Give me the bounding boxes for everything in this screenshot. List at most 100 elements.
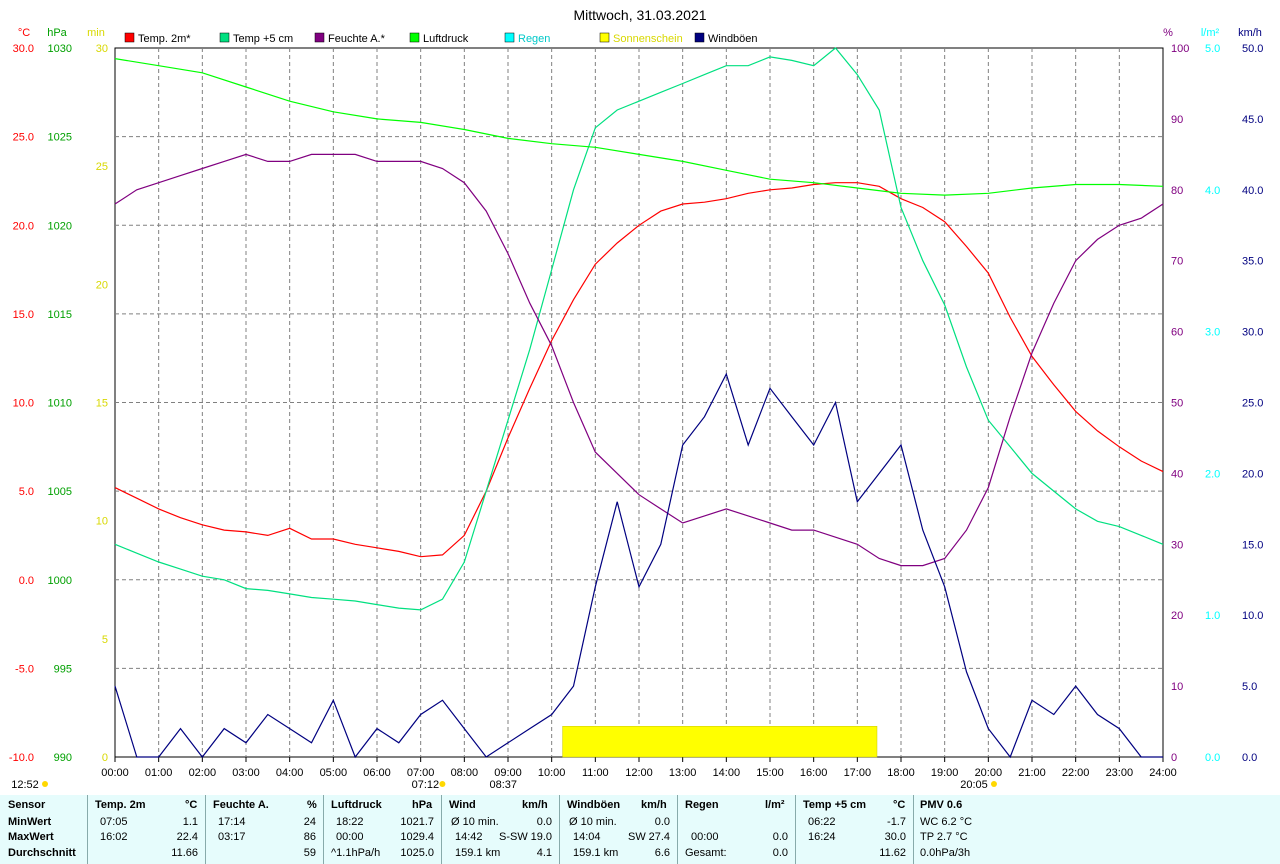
x-tick-label: 07:00 (407, 767, 435, 779)
stats-header-wind: Wind (449, 799, 476, 811)
series-line-temp-5-cm (114, 47, 1164, 611)
temp-axis-tick-label: 25.0 (13, 132, 34, 144)
stats-header-rain-unit: l/m² (765, 799, 785, 811)
temp-axis-tick-label: 10.0 (13, 398, 34, 410)
legend-swatch (694, 32, 705, 43)
pressure-axis-tick-label: 990 (54, 752, 72, 764)
stats-gust-distance: 159.1 km (573, 847, 619, 859)
stats-separator (677, 795, 678, 864)
humidity-axis-unit: % (1163, 27, 1173, 39)
stats-row-label: MaxWert (8, 831, 54, 843)
stats-avg-t5-value: 11.62 (879, 847, 906, 859)
sunshine-axis-tick-label: 15 (96, 398, 108, 410)
stats-rain-total-value: 0.0 (772, 847, 788, 859)
legend-label: Sonnenschein (613, 33, 683, 45)
wind-axis-tick-label: 5.0 (1242, 681, 1257, 693)
x-tick-label: 23:00 (1106, 767, 1134, 779)
wind-axis-tick-label: 25.0 (1242, 398, 1263, 410)
x-tick-label: 00:00 (101, 767, 129, 779)
x-tick-label: 01:00 (145, 767, 173, 779)
stats-max-gust-time: 14:04 (573, 831, 601, 843)
stats-avg-gust-value: 6.6 (654, 847, 670, 859)
sunshine-axis-tick-label: 0 (102, 752, 108, 764)
stats-row-label: Durchschnitt (8, 847, 76, 859)
legend-swatch (409, 32, 420, 43)
sunshine-bar (562, 726, 878, 758)
sunshine-axis-tick-label: 5 (102, 634, 108, 646)
legend-label: Regen (518, 33, 550, 45)
stats-min-pmv: WC 6.2 °C (920, 816, 973, 828)
x-tick-label: 10:00 (538, 767, 566, 779)
stats-header-gust-unit: km/h (641, 799, 667, 811)
stats-header-t5: Temp +5 cm (803, 799, 867, 811)
stats-header-temp-unit: °C (185, 799, 198, 811)
stats-header-gust: Windböen (567, 799, 621, 811)
pressure-axis-tick-label: 1010 (48, 398, 72, 410)
rain-axis-tick-label: 3.0 (1205, 327, 1220, 339)
stats-max-hum-value: 86 (303, 831, 316, 843)
humidity-axis-tick-label: 60 (1171, 327, 1183, 339)
pressure-axis-tick-label: 1030 (48, 43, 72, 55)
stats-avg-hum-value: 59 (303, 847, 316, 859)
rain-axis-tick-label: 4.0 (1205, 185, 1220, 197)
humidity-axis-tick-label: 30 (1171, 539, 1183, 551)
stats-header-sensor: Sensor (8, 799, 46, 811)
stats-separator (205, 795, 206, 864)
stats-separator (913, 795, 914, 864)
x-tick-label: 15:00 (756, 767, 784, 779)
wind-axis-tick-label: 50.0 (1242, 43, 1263, 55)
stats-wind-distance: 159.1 km (455, 847, 501, 859)
temp-axis-tick-label: -5.0 (15, 663, 34, 675)
stats-min-press-time: 18:22 (336, 816, 364, 828)
stats-header-temp: Temp. 2m (95, 799, 146, 811)
sunset-icon (990, 781, 997, 787)
stats-header-rain: Regen (685, 799, 719, 811)
humidity-axis-tick-label: 20 (1171, 610, 1183, 622)
stats-max-press-time: 00:00 (336, 831, 364, 843)
stats-header-wind-unit: km/h (522, 799, 548, 811)
legend-swatch (124, 32, 135, 43)
stats-header-hum-unit: % (307, 799, 317, 811)
pressure-axis-tick-label: 1005 (48, 486, 72, 498)
x-tick-label: 06:00 (363, 767, 391, 779)
x-tick-label: 19:00 (931, 767, 959, 779)
stats-avg-wind-value: 4.1 (536, 847, 552, 859)
stats-header-pmv: PMV 0.6 (920, 799, 963, 811)
stats-min-hum-value: 24 (303, 816, 316, 828)
stats-min-wind-value: 0.0 (536, 816, 552, 828)
humidity-axis-tick-label: 10 (1171, 681, 1183, 693)
legend-label: Luftdruck (423, 33, 469, 45)
pressure-axis-unit: hPa (47, 27, 67, 39)
x-tick-label: 14:00 (713, 767, 741, 779)
stats-max-t5-time: 16:24 (808, 831, 836, 843)
pressure-axis-tick-label: 1020 (48, 220, 72, 232)
series-line-luftdruck (114, 58, 1164, 196)
pressure-axis-tick-label: 1025 (48, 132, 72, 144)
sunshine-axis-tick-label: 20 (96, 279, 108, 291)
stats-max-wind-dir: S-SW (499, 831, 528, 843)
temp-axis-tick-label: -10.0 (9, 752, 34, 764)
moonrise-time: 12:52 (11, 779, 39, 791)
stats-min-gust-time: Ø 10 min. (569, 816, 617, 828)
x-tick-label: 17:00 (844, 767, 872, 779)
legend-label: Feuchte A.* (328, 33, 386, 45)
sunshine-axis-unit: min (87, 27, 105, 39)
series-line-windb-en (114, 372, 1163, 759)
stats-max-pmv: TP 2.7 °C (920, 831, 968, 843)
series-line-feuchte-a- (114, 153, 1164, 567)
stats-max-wind-time: 14:42 (455, 831, 483, 843)
stats-separator (559, 795, 560, 864)
rain-axis-tick-label: 2.0 (1205, 468, 1220, 480)
stats-min-temp-time: 07:05 (100, 816, 128, 828)
wind-axis-tick-label: 0.0 (1242, 752, 1257, 764)
humidity-axis-tick-label: 50 (1171, 398, 1183, 410)
temp-axis-tick-label: 5.0 (19, 486, 34, 498)
stats-max-rain-time: 00:00 (691, 831, 719, 843)
rain-axis-tick-label: 0.0 (1205, 752, 1220, 764)
legend-swatch (314, 32, 325, 43)
wind-axis-tick-label: 20.0 (1242, 468, 1263, 480)
wind-axis-tick-label: 30.0 (1242, 327, 1263, 339)
stats-separator (441, 795, 442, 864)
x-tick-label: 13:00 (669, 767, 697, 779)
stats-header-hum: Feuchte A. (213, 799, 269, 811)
